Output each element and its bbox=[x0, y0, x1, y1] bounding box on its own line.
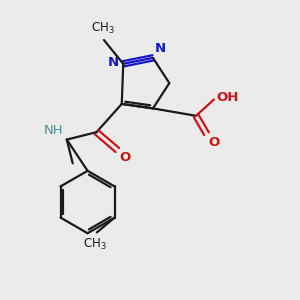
Text: N: N bbox=[154, 43, 166, 56]
Text: CH$_3$: CH$_3$ bbox=[83, 237, 107, 252]
Text: O: O bbox=[209, 136, 220, 149]
Text: NH: NH bbox=[44, 124, 64, 136]
Text: O: O bbox=[120, 152, 131, 164]
Text: CH$_3$: CH$_3$ bbox=[91, 21, 114, 37]
Text: N: N bbox=[108, 56, 119, 69]
Text: OH: OH bbox=[216, 92, 239, 104]
